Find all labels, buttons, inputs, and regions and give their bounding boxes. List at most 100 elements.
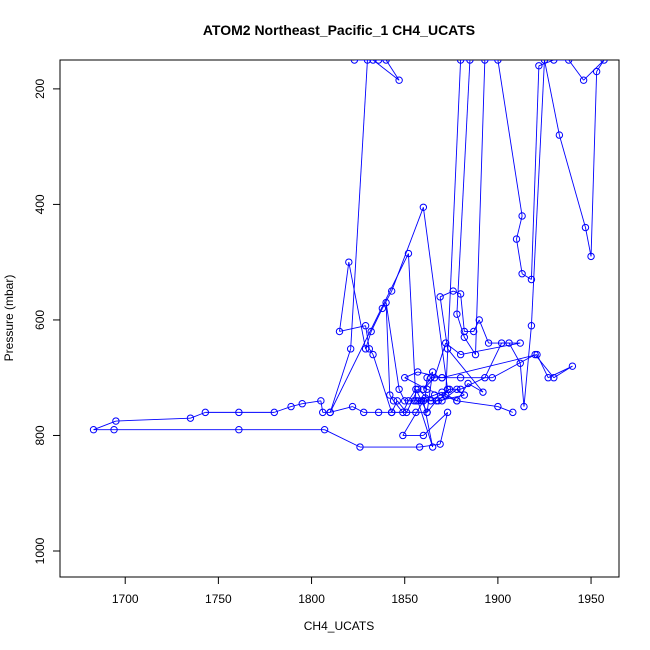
data-point bbox=[356, 443, 364, 451]
data-point bbox=[550, 374, 558, 382]
data-point bbox=[481, 374, 489, 382]
data-point bbox=[564, 60, 573, 64]
data-point bbox=[430, 374, 439, 382]
line-segment bbox=[456, 314, 465, 338]
data-point bbox=[112, 417, 120, 425]
data-line bbox=[93, 60, 605, 448]
line-segment bbox=[530, 65, 540, 280]
line-segment bbox=[460, 293, 465, 332]
data-point bbox=[270, 408, 278, 417]
plot-frame bbox=[59, 59, 620, 578]
line-segment bbox=[385, 302, 391, 396]
data-point bbox=[456, 290, 465, 298]
data-point bbox=[460, 333, 469, 341]
data-point bbox=[395, 385, 403, 393]
data-point bbox=[387, 408, 396, 417]
data-point bbox=[497, 339, 506, 347]
data-points bbox=[89, 60, 608, 451]
data-point bbox=[479, 388, 487, 396]
data-point bbox=[527, 322, 536, 330]
data-point bbox=[365, 345, 374, 353]
data-point bbox=[533, 350, 541, 359]
data-point bbox=[518, 270, 526, 278]
data-point bbox=[186, 414, 195, 422]
line-segment bbox=[585, 227, 592, 257]
line-segment bbox=[372, 354, 393, 413]
data-point bbox=[535, 62, 543, 70]
data-point bbox=[369, 350, 377, 359]
line-segment bbox=[439, 290, 454, 298]
data-point bbox=[531, 350, 539, 359]
data-point bbox=[402, 408, 411, 417]
y-tick-label: 200 bbox=[33, 79, 47, 99]
data-point bbox=[360, 408, 368, 417]
data-point bbox=[412, 385, 420, 393]
data-point bbox=[374, 60, 383, 64]
chart-title: ATOM2 Northeast_Pacific_1 CH4_UCATS bbox=[203, 22, 475, 38]
line-segment bbox=[385, 60, 400, 81]
line-segment bbox=[534, 354, 555, 378]
data-point bbox=[361, 345, 370, 353]
data-point bbox=[494, 402, 502, 411]
line-segment bbox=[406, 389, 419, 413]
line-segment bbox=[596, 60, 605, 72]
line-segment bbox=[438, 394, 465, 402]
data-point bbox=[348, 402, 357, 411]
line-segment bbox=[519, 363, 525, 407]
data-point bbox=[404, 397, 413, 405]
data-point bbox=[427, 374, 435, 382]
line-segment bbox=[391, 207, 424, 292]
data-point bbox=[505, 339, 513, 347]
x-tick-label: 1950 bbox=[578, 592, 605, 606]
data-point bbox=[568, 362, 577, 370]
data-point bbox=[414, 397, 422, 405]
data-point bbox=[471, 350, 480, 359]
data-point bbox=[395, 76, 403, 84]
data-point bbox=[544, 374, 552, 382]
data-point bbox=[414, 368, 422, 376]
data-point bbox=[419, 385, 428, 393]
data-point bbox=[89, 425, 98, 434]
data-point bbox=[401, 374, 409, 382]
y-tick-label: 400 bbox=[33, 194, 47, 214]
line-segment bbox=[348, 262, 367, 349]
y-axis: 200 400 600 800 1000 bbox=[33, 79, 60, 564]
data-point bbox=[484, 339, 493, 347]
data-point bbox=[488, 374, 496, 382]
line-segment bbox=[398, 389, 406, 402]
x-axis-label: CH4_UCATS bbox=[304, 619, 374, 633]
data-point bbox=[434, 397, 442, 405]
line-segment bbox=[426, 400, 437, 413]
x-tick-label: 1700 bbox=[112, 592, 139, 606]
data-point bbox=[345, 258, 353, 266]
data-point bbox=[319, 408, 327, 417]
line-segment bbox=[453, 290, 461, 295]
data-point bbox=[404, 249, 413, 258]
line-segment bbox=[365, 325, 370, 349]
data-point bbox=[443, 385, 452, 393]
data-point bbox=[453, 397, 461, 405]
line-segment bbox=[460, 377, 486, 390]
data-point bbox=[445, 385, 454, 393]
data-point bbox=[456, 60, 465, 64]
data-point bbox=[436, 293, 444, 301]
data-point bbox=[456, 374, 465, 382]
data-point bbox=[389, 397, 398, 405]
data-point bbox=[469, 327, 478, 336]
data-point bbox=[382, 298, 390, 307]
data-point bbox=[550, 60, 558, 64]
line-segment bbox=[456, 400, 498, 408]
data-point bbox=[201, 408, 210, 417]
line-segment bbox=[417, 400, 434, 448]
data-point bbox=[412, 397, 420, 405]
line-segment bbox=[290, 403, 303, 408]
data-point bbox=[442, 339, 450, 347]
data-point bbox=[512, 235, 521, 243]
data-point bbox=[423, 385, 431, 393]
line-segment bbox=[422, 207, 449, 390]
data-point bbox=[320, 425, 329, 434]
line-segment bbox=[590, 71, 598, 257]
line-segment bbox=[523, 325, 532, 407]
data-point bbox=[516, 359, 524, 367]
